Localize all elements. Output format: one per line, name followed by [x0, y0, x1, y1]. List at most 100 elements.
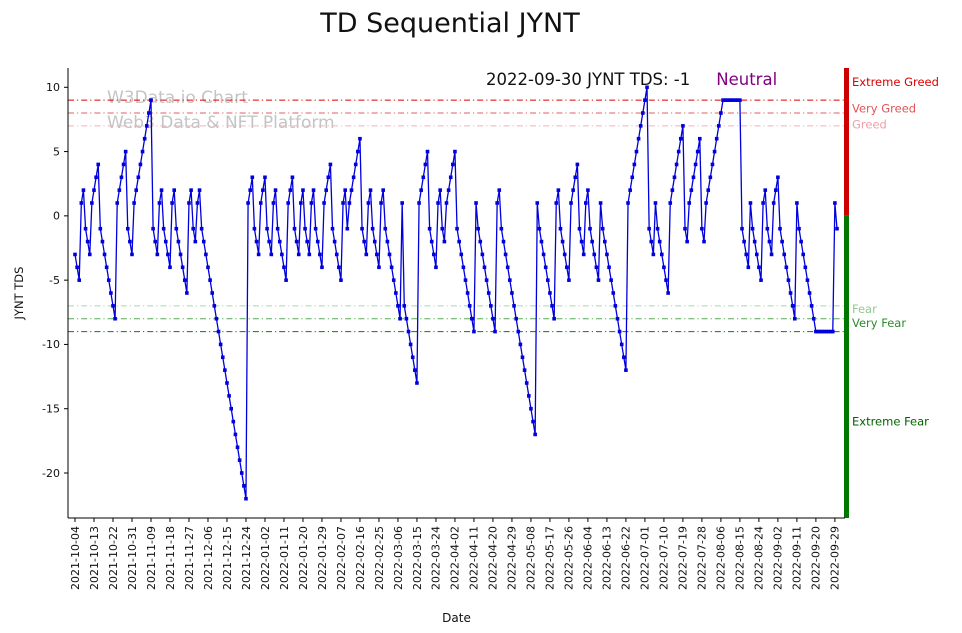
tds-marker: [372, 239, 377, 244]
tds-marker: [385, 239, 390, 244]
tds-marker: [178, 252, 183, 257]
watermark-line2: Web3 Data & NFT Platform: [107, 112, 335, 133]
x-tick-label: 2021-10-31: [126, 526, 139, 590]
tds-marker: [689, 188, 694, 192]
tds-marker: [233, 432, 238, 437]
tds-marker: [106, 278, 111, 282]
tds-marker: [788, 291, 793, 295]
x-tick-label: 2022-05-08: [525, 526, 538, 590]
tds-marker: [733, 98, 738, 102]
tds-marker: [77, 278, 82, 282]
tds-marker: [598, 201, 603, 205]
tds-marker: [305, 239, 309, 244]
tds-marker: [446, 188, 451, 192]
tds-marker: [229, 406, 233, 411]
tds-marker: [182, 278, 187, 282]
tds-marker: [558, 226, 563, 231]
threshold-label: Fear: [852, 302, 877, 316]
tds-marker: [315, 239, 320, 244]
tds-marker: [227, 394, 231, 398]
tds-marker: [351, 175, 356, 180]
tds-marker: [596, 278, 601, 282]
tds-marker: [721, 98, 725, 102]
tds-marker: [809, 304, 814, 308]
tds-marker: [109, 291, 113, 295]
tds-marker: [370, 226, 375, 231]
tds-marker: [546, 278, 550, 282]
x-tick-label: 2022-04-11: [468, 526, 481, 590]
tds-marker: [349, 188, 354, 192]
tds-marker: [142, 136, 147, 141]
tds-marker: [600, 226, 605, 231]
tds-marker: [795, 201, 799, 205]
tds-marker: [358, 136, 362, 141]
tds-marker: [710, 162, 715, 167]
tds-marker: [763, 188, 768, 192]
tds-marker: [790, 304, 795, 308]
tds-marker: [263, 175, 267, 180]
tds-marker: [702, 239, 706, 244]
x-tick-label: 2022-08-24: [753, 526, 766, 590]
tds-marker: [550, 304, 554, 308]
tds-marker: [214, 316, 219, 321]
y-tick-label: 0: [53, 210, 60, 223]
tds-marker: [206, 265, 210, 270]
tds-marker: [653, 201, 658, 205]
tds-marker: [309, 201, 314, 205]
tds-marker: [168, 265, 172, 270]
tds-marker: [581, 252, 586, 257]
tds-marker: [835, 226, 839, 231]
tds-marker: [491, 316, 495, 321]
tds-marker: [123, 149, 128, 154]
tds-marker: [476, 226, 480, 231]
tds-marker: [273, 188, 278, 192]
tds-marker: [391, 278, 396, 282]
tds-marker: [235, 445, 240, 450]
x-tick-label: 2022-04-20: [487, 526, 500, 590]
tds-marker: [594, 265, 599, 270]
tds-marker: [451, 162, 455, 167]
tds-marker: [383, 226, 388, 231]
tds-marker: [330, 226, 335, 231]
tds-marker: [643, 98, 647, 102]
x-tick-label: 2022-02-25: [373, 526, 386, 590]
tds-marker: [73, 252, 77, 257]
tds-marker: [757, 265, 761, 270]
sentiment-bar-fear: [844, 215, 849, 518]
tds-marker: [284, 278, 288, 282]
tds-marker: [552, 316, 556, 321]
tds-marker: [455, 226, 459, 231]
tds-marker: [503, 252, 508, 257]
tds-marker: [366, 201, 371, 205]
tds-marker: [660, 252, 664, 257]
tds-marker: [533, 432, 537, 437]
tds-marker: [307, 252, 312, 257]
y-tick-label: -10: [42, 338, 60, 351]
tds-marker: [828, 329, 833, 334]
tds-marker: [687, 201, 692, 205]
tds-marker: [467, 304, 472, 308]
x-tick-label: 2021-10-04: [69, 526, 82, 590]
tds-marker: [79, 201, 84, 205]
tds-marker: [402, 304, 407, 308]
tds-marker: [339, 278, 343, 282]
tds-marker: [573, 175, 578, 180]
tds-marker: [218, 342, 223, 347]
tds-marker: [438, 188, 442, 192]
tds-marker: [607, 265, 611, 270]
tds-marker: [239, 471, 244, 475]
tds-marker: [421, 175, 426, 180]
x-tick-label: 2022-01-11: [278, 526, 291, 590]
threshold-label: Extreme Greed: [852, 75, 939, 89]
tds-marker: [301, 188, 305, 192]
tds-marker: [630, 175, 635, 180]
tds-marker: [318, 252, 322, 257]
tds-marker: [153, 239, 158, 244]
tds-marker: [486, 291, 491, 295]
tds-marker: [201, 239, 206, 244]
tds-marker: [714, 136, 719, 141]
tds-marker: [782, 252, 787, 257]
tds-marker: [638, 124, 643, 128]
tds-marker: [470, 316, 474, 321]
x-tick-label: 2022-06-22: [620, 526, 633, 590]
